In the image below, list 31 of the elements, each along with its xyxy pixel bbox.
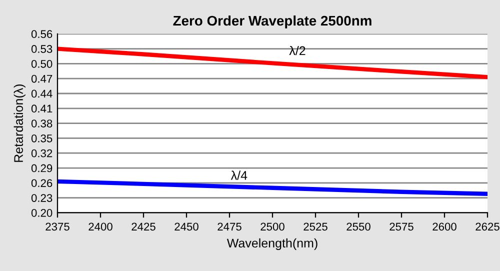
y-axis-title: Retardation(λ) [14,84,26,162]
line-series [58,179,488,196]
x-tick-label: 2500 [260,222,284,231]
y-tick-label: 0.35 [31,134,52,142]
series-label: λ/2 [289,46,306,56]
line-series [58,46,488,80]
x-tick-label: 2525 [304,222,328,231]
x-tick-label: 2625 [476,222,500,231]
x-tick-label: 2600 [432,222,456,231]
y-tick-label: 0.20 [31,209,52,217]
y-tick-label: 0.29 [31,164,52,172]
x-tick-label: 2450 [174,222,198,231]
y-tick-label: 0.50 [31,60,52,68]
x-tick-label: 2475 [218,222,242,231]
y-tick-label: 0.38 [31,120,52,128]
x-tick-label: 2400 [88,222,112,231]
y-tick-label: 0.47 [31,74,52,83]
chart-title: Zero Order Waveplate 2500nm [173,15,372,28]
x-tick-label: 2550 [346,222,370,231]
y-tick-label: 0.23 [31,194,52,202]
x-tick-label: 2425 [132,222,156,231]
x-tick-label: 2575 [390,222,414,231]
y-tick-label: 0.26 [31,179,52,188]
y-tick-label: 0.32 [31,149,52,158]
series-label: λ/4 [230,170,248,180]
x-axis-title: Wavelength(nm) [226,238,318,250]
y-tick-label: 0.53 [31,45,52,53]
x-tick-label: 2375 [46,222,70,231]
y-tick-label: 0.41 [31,104,52,113]
y-tick-label: 0.44 [31,90,52,98]
y-tick-label: 0.56 [31,30,52,38]
